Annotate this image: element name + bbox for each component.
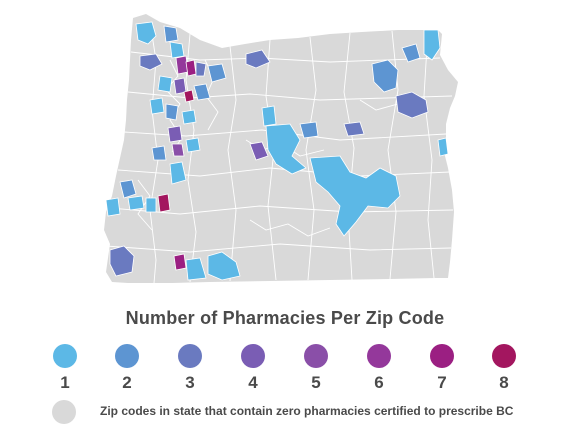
zip-region xyxy=(181,109,197,125)
zip-region xyxy=(309,155,401,237)
zip-region xyxy=(249,141,269,161)
zip-region xyxy=(185,137,201,153)
legend-label: 3 xyxy=(185,373,195,392)
legend-label: 8 xyxy=(499,373,509,392)
legend-item-4: 4 xyxy=(233,344,273,392)
legend-dot xyxy=(430,344,454,368)
zip-region xyxy=(437,137,449,157)
zip-regions xyxy=(105,21,449,281)
legend-label: 2 xyxy=(122,373,132,392)
legend-item-2: 2 xyxy=(107,344,147,392)
legend-dot xyxy=(178,344,202,368)
zip-region xyxy=(119,179,137,199)
zip-region xyxy=(127,195,145,211)
zip-region xyxy=(157,193,171,213)
zip-region xyxy=(207,251,241,281)
zip-region xyxy=(163,25,179,43)
zip-region xyxy=(371,59,399,93)
zip-region xyxy=(149,97,165,115)
zip-region xyxy=(169,161,187,185)
zip-region xyxy=(135,21,157,45)
legend-label: 4 xyxy=(248,373,258,392)
legend-scale: 1 2 3 4 5 6 7 8 xyxy=(0,344,570,392)
zip-region xyxy=(343,121,365,137)
legend-dot xyxy=(367,344,391,368)
zip-region xyxy=(395,91,429,119)
zip-region xyxy=(171,143,185,157)
zip-region xyxy=(401,43,421,63)
legend-label: 6 xyxy=(374,373,384,392)
zip-region xyxy=(157,75,173,93)
zip-region xyxy=(299,121,319,139)
zip-region xyxy=(245,49,271,69)
zip-region xyxy=(265,123,307,175)
oregon-zip-code-map xyxy=(104,14,458,284)
map-svg xyxy=(104,14,458,284)
zip-region xyxy=(183,89,195,103)
legend-zero-dot xyxy=(52,400,76,424)
legend-dot xyxy=(241,344,265,368)
zip-region xyxy=(109,245,135,277)
legend-item-7: 7 xyxy=(422,344,462,392)
zip-region xyxy=(207,63,227,83)
legend-dot xyxy=(304,344,328,368)
zip-region xyxy=(139,53,163,71)
legend-zero-label: Zip codes in state that contain zero pha… xyxy=(100,404,514,418)
legend-label: 1 xyxy=(60,373,70,392)
zip-region xyxy=(173,253,187,271)
legend-label: 5 xyxy=(311,373,321,392)
zip-region xyxy=(145,197,157,213)
zip-region xyxy=(151,145,167,161)
legend-dot xyxy=(53,344,77,368)
zip-region xyxy=(261,105,277,127)
legend-title: Number of Pharmacies Per Zip Code xyxy=(125,308,445,328)
legend-item-5: 5 xyxy=(296,344,336,392)
zip-region xyxy=(169,41,185,59)
zip-region xyxy=(185,59,197,77)
legend-label: 7 xyxy=(437,373,447,392)
zip-region xyxy=(105,197,121,217)
legend-item-8: 8 xyxy=(484,344,524,392)
legend-dot xyxy=(115,344,139,368)
legend-item-3: 3 xyxy=(170,344,210,392)
zip-region xyxy=(167,125,183,143)
legend-dot xyxy=(492,344,516,368)
legend-item-1: 1 xyxy=(45,344,85,392)
zip-region xyxy=(165,103,179,121)
zip-region xyxy=(193,83,211,101)
zip-region xyxy=(195,61,207,77)
zip-region xyxy=(185,257,207,281)
legend-item-6: 6 xyxy=(359,344,399,392)
zip-region xyxy=(423,29,441,61)
